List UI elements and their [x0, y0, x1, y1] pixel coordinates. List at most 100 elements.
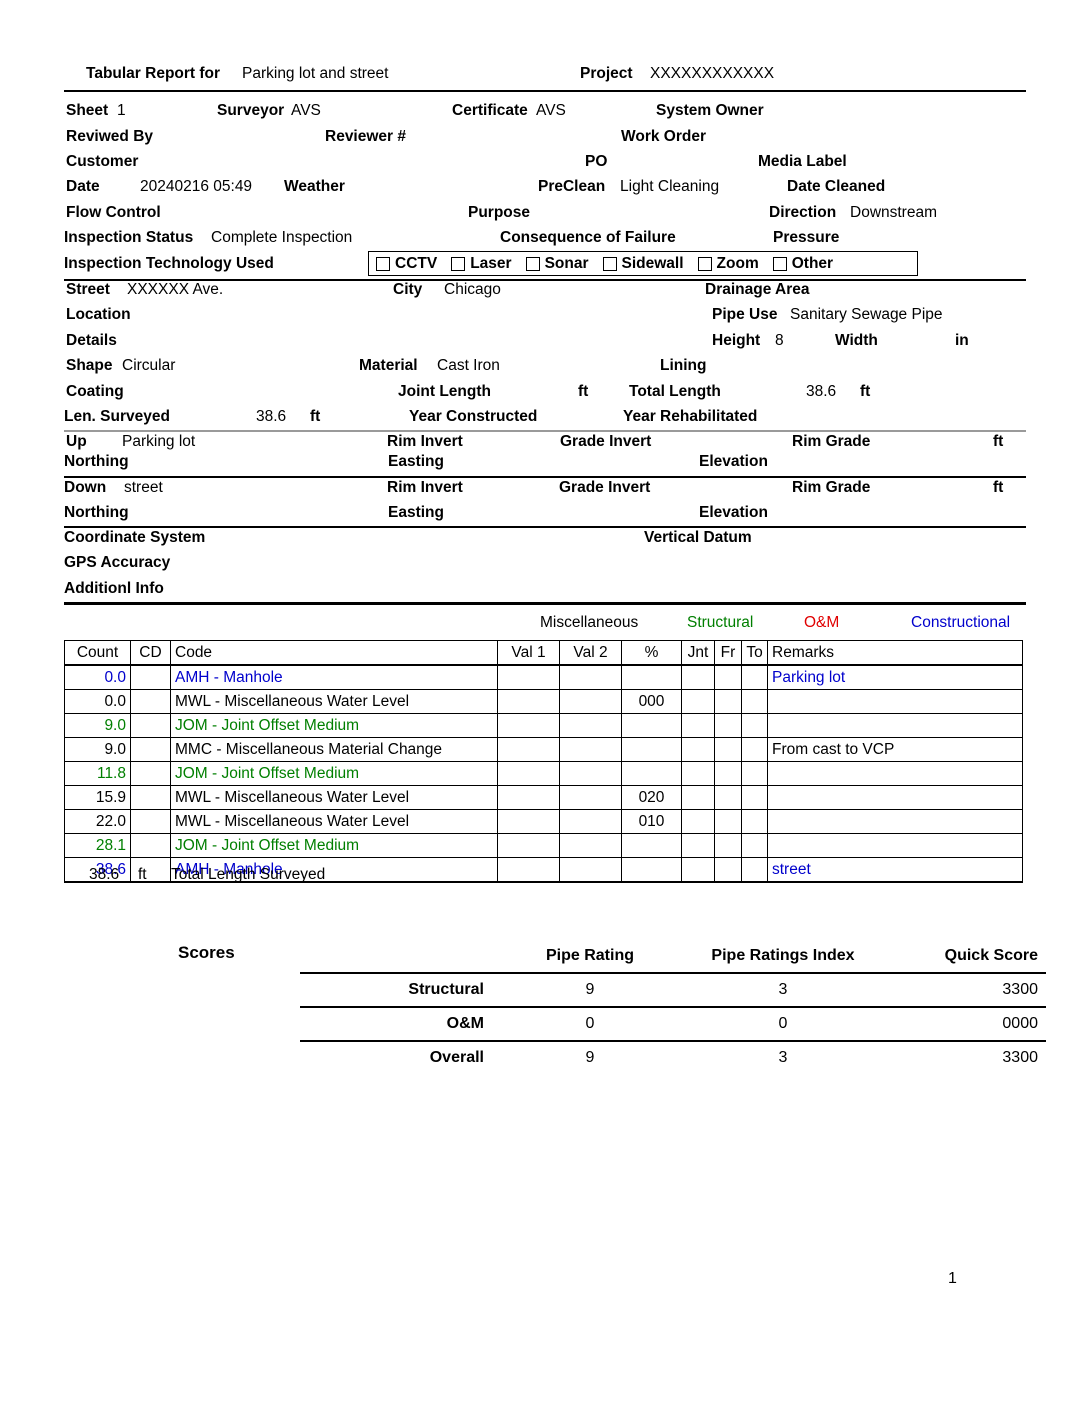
col-header-val2: Val 2 [559, 640, 622, 666]
table-row[interactable]: 28.1 JOM - Joint Offset Medium [64, 833, 1023, 858]
divider-after-downstream [64, 526, 1026, 528]
col-header-count: Count [64, 640, 131, 666]
table-row[interactable]: 15.9 MWL - Miscellaneous Water Level 020 [64, 785, 1023, 810]
cell-fr [714, 785, 742, 810]
pipe-use-value: Sanitary Sewage Pipe [790, 306, 943, 323]
cell-jnt [681, 689, 715, 714]
col-header-remarks: Remarks [767, 640, 1023, 666]
table-row[interactable]: 11.8 JOM - Joint Offset Medium [64, 761, 1023, 786]
table-row[interactable]: 22.0 MWL - Miscellaneous Water Level 010 [64, 809, 1023, 834]
technology-option-laser[interactable]: Laser [451, 255, 512, 273]
len-surveyed-unit: ft [310, 408, 321, 425]
cell-to [741, 785, 768, 810]
vertical-datum-label: Vertical Datum [644, 529, 752, 546]
checkbox-icon[interactable] [451, 256, 466, 271]
cell-code: JOM - Joint Offset Medium [170, 761, 498, 786]
cell-val2 [559, 737, 622, 762]
divider-after-len-surveyed [64, 430, 1026, 432]
cell-percent [621, 833, 682, 858]
cell-remarks: From cast to VCP [767, 737, 1023, 762]
shape-label: Shape [66, 357, 113, 374]
cell-to [741, 689, 768, 714]
cell-count: 0.0 [64, 664, 131, 690]
cell-code: AMH - Manhole [170, 664, 498, 690]
preclean-label: PreClean [538, 178, 606, 195]
down-rim-grade-unit: ft [993, 479, 1004, 496]
scores-structural-label: Structural [300, 972, 502, 1007]
pressure-label: Pressure [773, 229, 840, 246]
scores-col-pipe-rating: Pipe Rating [545, 947, 634, 964]
surveyor-value: AVS [291, 102, 321, 119]
coating-label: Coating [66, 383, 124, 400]
observation-table: Count CD Code Val 1 Val 2 % Jnt Fr To Re… [64, 640, 1023, 883]
table-row[interactable]: 9.0 JOM - Joint Offset Medium [64, 713, 1023, 738]
surveyor-label: Surveyor [217, 102, 285, 119]
scores-row-om: O&M 0 0 0000 [300, 1006, 1046, 1041]
cell-fr [714, 857, 742, 883]
date-cleaned-label: Date Cleaned [787, 178, 886, 195]
cell-cd [130, 785, 171, 810]
lining-label: Lining [660, 357, 707, 374]
cell-cd [130, 737, 171, 762]
table-row[interactable]: 0.0 AMH - Manhole Parking lot [64, 664, 1023, 690]
cell-jnt [681, 785, 715, 810]
cell-remarks: Parking lot [767, 664, 1023, 690]
table-row[interactable]: 38.6 AMH - Manhole street [64, 857, 1023, 883]
scores-row-overall: Overall 9 3 3300 [300, 1040, 1046, 1074]
divider-after-technology [64, 279, 1026, 281]
cell-jnt [681, 761, 715, 786]
material-value: Cast Iron [437, 357, 500, 374]
cell-cd [130, 713, 171, 738]
observation-table-head: Count CD Code Val 1 Val 2 % Jnt Fr To Re… [64, 640, 1023, 666]
checkbox-icon[interactable] [772, 256, 787, 271]
divider-title [64, 90, 1026, 92]
table-row[interactable]: 0.0 MWL - Miscellaneous Water Level 000 [64, 689, 1023, 714]
consequence-of-failure-label: Consequence of Failure [500, 229, 676, 246]
checkbox-icon[interactable] [697, 256, 712, 271]
scores-om-quick: 0000 [888, 1006, 1046, 1041]
technology-option-cctv[interactable]: CCTV [376, 255, 437, 273]
col-header-to: To [741, 640, 768, 666]
cell-to [741, 761, 768, 786]
up-rim-invert-label: Rim Invert [387, 433, 463, 450]
cell-to [741, 833, 768, 858]
cell-val2 [559, 664, 622, 690]
cell-count: 9.0 [64, 713, 131, 738]
cell-val1 [497, 689, 560, 714]
inspection-status-label: Inspection Status [64, 229, 194, 246]
total-length-surveyed-unit: ft [138, 866, 147, 883]
scores-structural-rating: 9 [502, 972, 678, 1007]
customer-label: Customer [66, 153, 139, 170]
certificate-label: Certificate [452, 102, 528, 119]
cell-jnt [681, 833, 715, 858]
drainage-area-label: Drainage Area [705, 281, 810, 298]
cell-count: 0.0 [64, 689, 131, 714]
table-row[interactable]: 9.0 MMC - Miscellaneous Material Change Fr… [64, 737, 1023, 762]
city-value: Chicago [444, 281, 501, 298]
technology-option-other[interactable]: Other [772, 255, 833, 273]
cell-jnt [681, 713, 715, 738]
up-easting-label: Easting [388, 453, 444, 470]
inspection-technology-checkbox-group[interactable]: CCTV Laser Sonar Sidewall Zoom Other [368, 251, 918, 276]
technology-option-zoom[interactable]: Zoom [697, 255, 759, 273]
street-label: Street [66, 281, 110, 298]
checkbox-icon[interactable] [376, 256, 390, 271]
cell-cd [130, 664, 171, 690]
checkbox-icon[interactable] [602, 256, 617, 271]
up-grade-invert-label: Grade Invert [560, 433, 652, 450]
technology-option-sonar[interactable]: Sonar [525, 255, 589, 273]
up-label: Up [66, 433, 87, 450]
legend-om: O&M [804, 614, 840, 631]
system-owner-label: System Owner [656, 102, 764, 119]
cell-code: MWL - Miscellaneous Water Level [170, 689, 498, 714]
scores-col-pipe-ratings-index: Pipe Ratings Index [711, 947, 855, 964]
cell-fr [714, 737, 742, 762]
cell-count: 28.1 [64, 833, 131, 858]
technology-option-sidewall[interactable]: Sidewall [602, 255, 684, 273]
down-grade-invert-label: Grade Invert [559, 479, 651, 496]
checkbox-icon[interactable] [525, 256, 540, 271]
cell-count: 11.8 [64, 761, 131, 786]
scores-overall-label: Overall [300, 1040, 502, 1074]
total-length-value: 38.6 [806, 383, 837, 400]
cell-code: MMC - Miscellaneous Material Change [170, 737, 498, 762]
